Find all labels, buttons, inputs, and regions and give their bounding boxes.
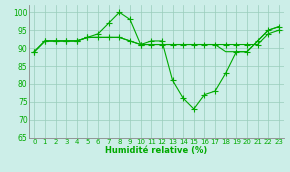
X-axis label: Humidité relative (%): Humidité relative (%) [106,146,208,155]
